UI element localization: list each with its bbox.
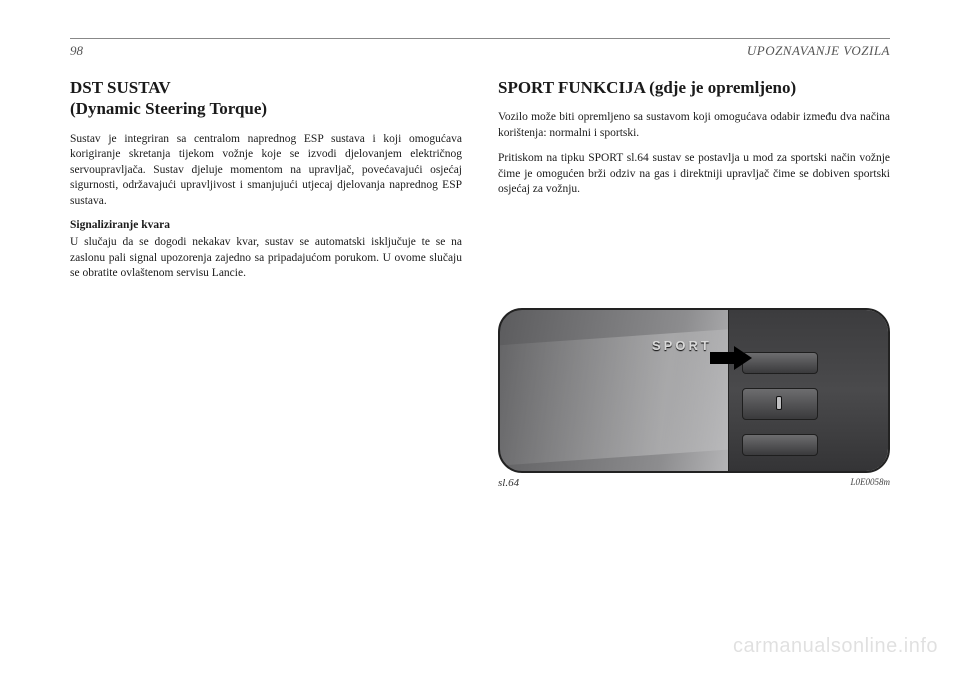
page-number: 98 [70,43,83,59]
arrow-body [710,352,736,364]
sport-label: SPORT [652,338,712,353]
figure-code: L0E0058m [850,477,890,489]
right-heading: SPORT FUNKCIJA (gdje je opremljeno) [498,77,890,98]
figure-64: SPORT sl.64 L0E0058m [498,308,890,489]
header-rule [70,38,890,39]
content-columns: DST SUSTAV (Dynamic Steering Torque) Sus… [70,77,890,489]
section-title: UPOZNAVANJE VOZILA [747,43,890,59]
left-heading: DST SUSTAV (Dynamic Steering Torque) [70,77,462,120]
watermark: carmanualsonline.info [733,635,938,658]
sport-button [742,352,818,374]
left-para-1: Sustav je integriran sa centralom napred… [70,132,462,210]
left-column: DST SUSTAV (Dynamic Steering Torque) Sus… [70,77,462,489]
figure-footer: sl.64 L0E0058m [498,477,890,489]
left-para-2: U slučaju da se dogodi nekakav kvar, sus… [70,235,462,282]
right-column: SPORT FUNKCIJA (gdje je opremljeno) Vozi… [498,77,890,489]
manual-page: 98 UPOZNAVANJE VOZILA DST SUSTAV (Dynami… [0,0,960,678]
heading-line1: DST SUSTAV [70,78,171,97]
figure-caption: sl.64 [498,477,519,489]
left-subhead: Signaliziranje kvara [70,219,462,231]
pointer-arrow-icon [710,346,752,370]
right-para-1: Vozilo može biti opremljeno sa sustavom … [498,110,890,141]
heading-line2: (Dynamic Steering Torque) [70,99,267,118]
arrow-head [734,346,752,370]
right-para-2: Pritiskom na tipku SPORT sl.64 sustav se… [498,151,890,198]
bottom-button [742,434,818,456]
indicator-led [776,396,782,410]
figure-image: SPORT [498,308,890,473]
page-header: 98 UPOZNAVANJE VOZILA [70,43,890,59]
